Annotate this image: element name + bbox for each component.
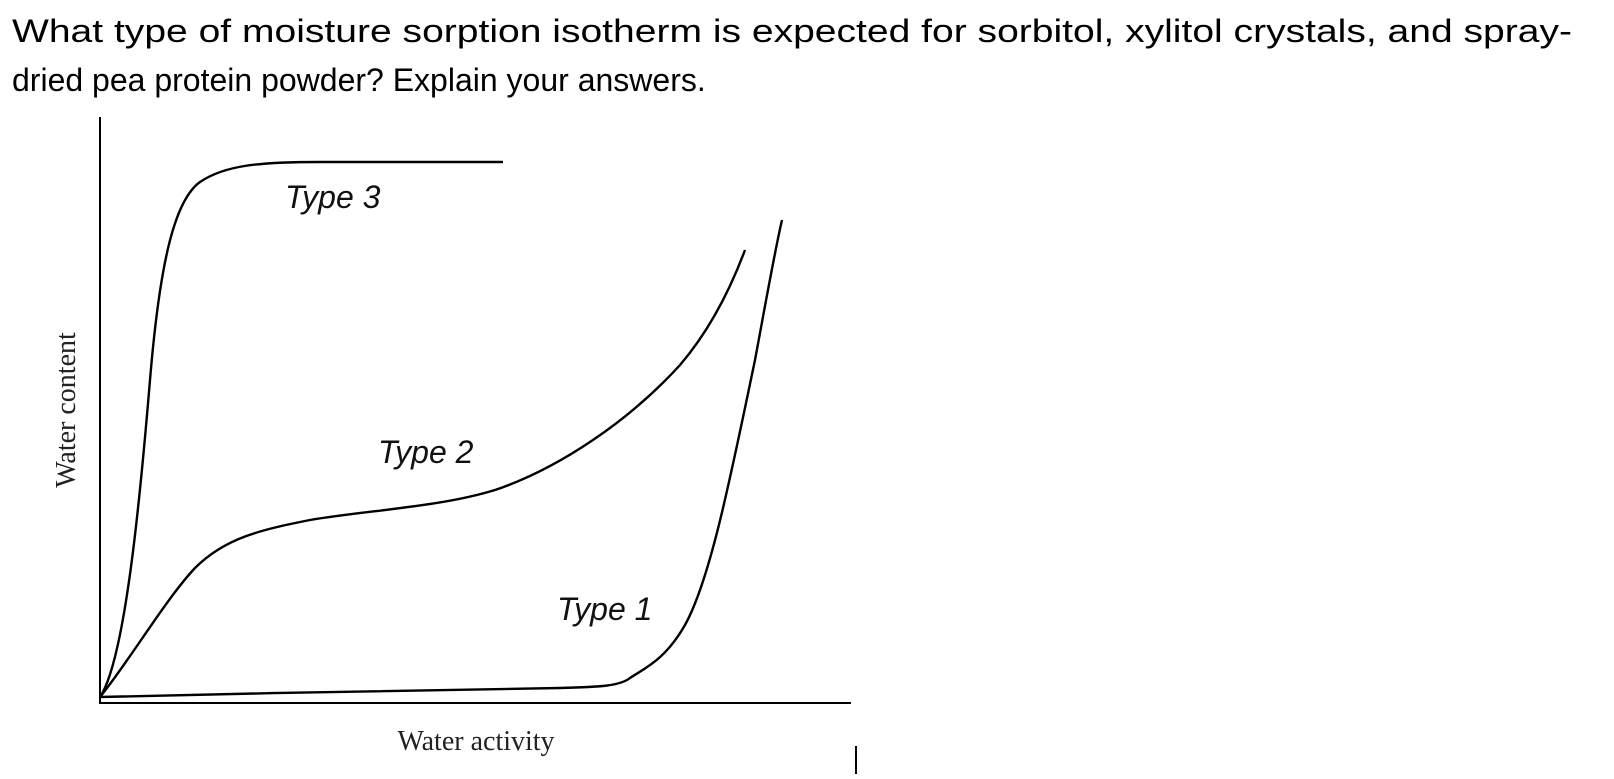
x-axis-label: Water activity	[397, 726, 554, 757]
curve-label: Type 1	[557, 591, 652, 627]
curve-label: Type 2	[378, 434, 474, 470]
question-line: dried pea protein powder? Explain your a…	[12, 62, 706, 98]
y-axis-label: Water content	[51, 332, 82, 488]
question-line: What type of moisture sorption isotherm …	[12, 13, 1572, 49]
type-3-curve	[99, 160, 503, 698]
type-2-curve	[99, 249, 747, 698]
isotherm-figure: Type 3 Type 2 Type 1 Water activity Wate…	[51, 117, 851, 757]
curve-label: Type 3	[285, 179, 381, 215]
type-1-curve	[99, 219, 784, 699]
